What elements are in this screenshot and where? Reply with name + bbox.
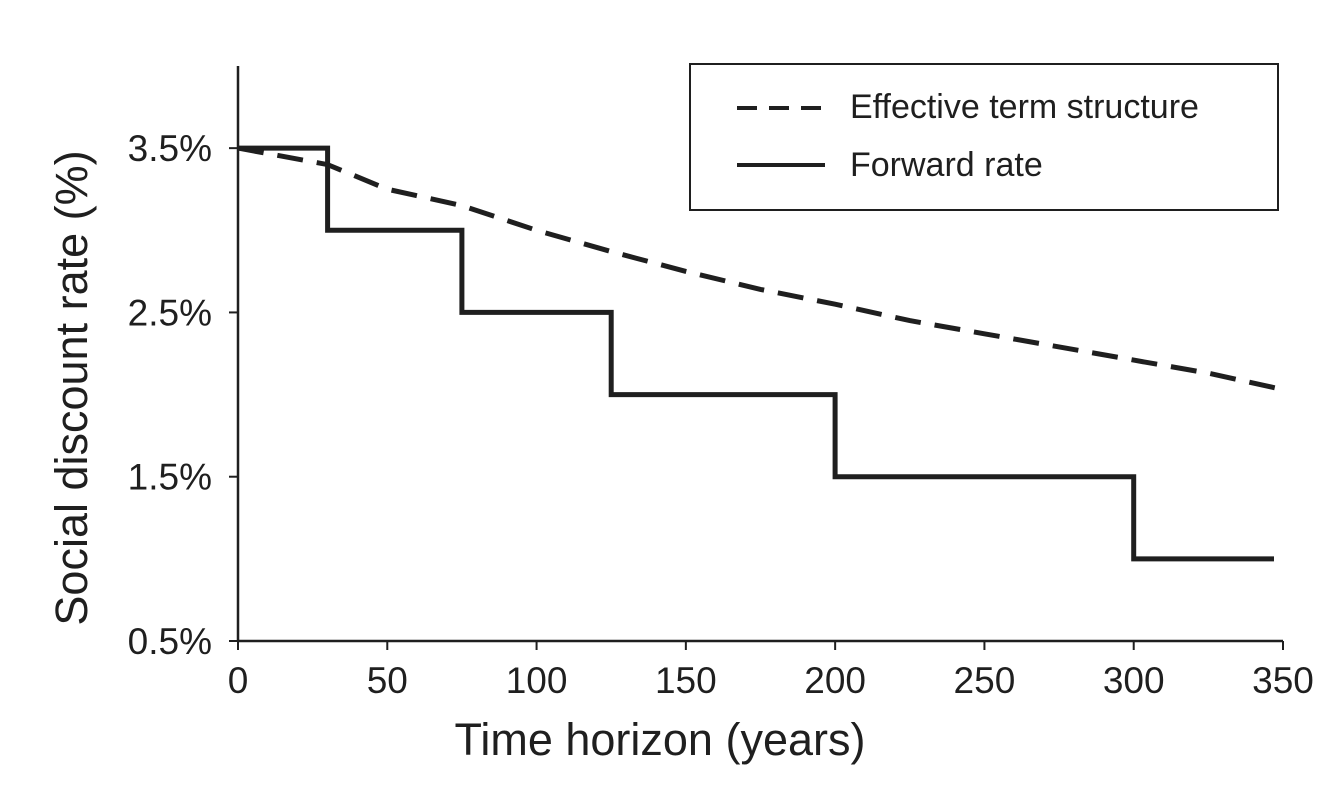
series-line-forward-rate <box>238 145 1274 562</box>
x-tick-label: 200 <box>804 660 866 701</box>
legend-label-forward-rate: Forward rate <box>850 146 1043 184</box>
y-axis-title: Social discount rate (%) <box>46 150 97 625</box>
series-layer <box>237 145 1284 562</box>
x-tick-label: 300 <box>1103 660 1165 701</box>
x-tick-label: 0 <box>228 660 249 701</box>
x-tick-label: 100 <box>506 660 568 701</box>
legend-box <box>689 63 1279 211</box>
y-tick-label: 3.5% <box>128 128 212 169</box>
y-tick-label: 2.5% <box>128 292 212 333</box>
x-axis-title: Time horizon (years) <box>455 714 866 765</box>
series-line-effective-term-structure <box>237 145 1284 393</box>
x-tick-label: 350 <box>1252 660 1314 701</box>
legend-label-effective-term-structure: Effective term structure <box>850 88 1199 126</box>
ticks-layer: 0 50 100 150 200 250 300 350 0.5% 1.5% 2.5% 3.5% <box>128 128 1314 701</box>
y-tick-label: 1.5% <box>128 457 212 498</box>
x-tick-label: 150 <box>655 660 717 701</box>
legend: Effective term structure Forward rate <box>689 63 1279 211</box>
y-tick-label: 0.5% <box>128 621 212 662</box>
axes-layer <box>236 66 1283 643</box>
x-tick-label: 50 <box>367 660 408 701</box>
x-tick-label: 250 <box>954 660 1016 701</box>
